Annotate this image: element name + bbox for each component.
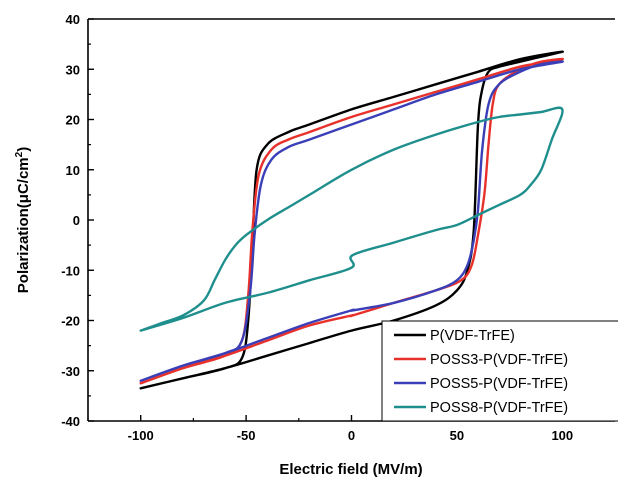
y-tick-label: -20 (61, 314, 80, 329)
series-line-3 (139, 106, 564, 332)
series-line-2 (139, 60, 564, 382)
y-tick-label: -30 (61, 364, 80, 379)
y-tick-label: -40 (61, 414, 80, 429)
x-tick-label: -100 (128, 428, 154, 443)
series-line-1 (139, 57, 564, 385)
legend-label: POSS3-P(VDF-TrFE) (430, 352, 568, 368)
y-tick-label: 10 (66, 163, 80, 178)
legend: P(VDF-TrFE) POSS3-P(VDF-TrFE) POSS5-P(VDF-… (381, 320, 618, 422)
y-axis-label: Polarization(μC/cm2) (14, 147, 32, 293)
x-tick-label: -50 (237, 428, 256, 443)
series-curves (139, 50, 564, 390)
legend-label: P(VDF-TrFE) (430, 328, 515, 344)
y-tick-label: 20 (66, 113, 80, 128)
legend-label: POSS5-P(VDF-TrFE) (430, 376, 568, 392)
legend-box (381, 320, 618, 422)
y-tick-label: -10 (61, 263, 80, 278)
x-tick-label: 0 (348, 428, 355, 443)
x-tick-label: 50 (450, 428, 464, 443)
legend-label: POSS8-P(VDF-TrFE) (430, 400, 568, 416)
y-tick-label: 40 (66, 12, 80, 27)
x-tick-label: 100 (551, 428, 573, 443)
y-tick-label: 30 (66, 62, 80, 77)
x-axis-label: Electric field (MV/m) (279, 461, 422, 478)
y-tick-label: 0 (73, 213, 80, 228)
